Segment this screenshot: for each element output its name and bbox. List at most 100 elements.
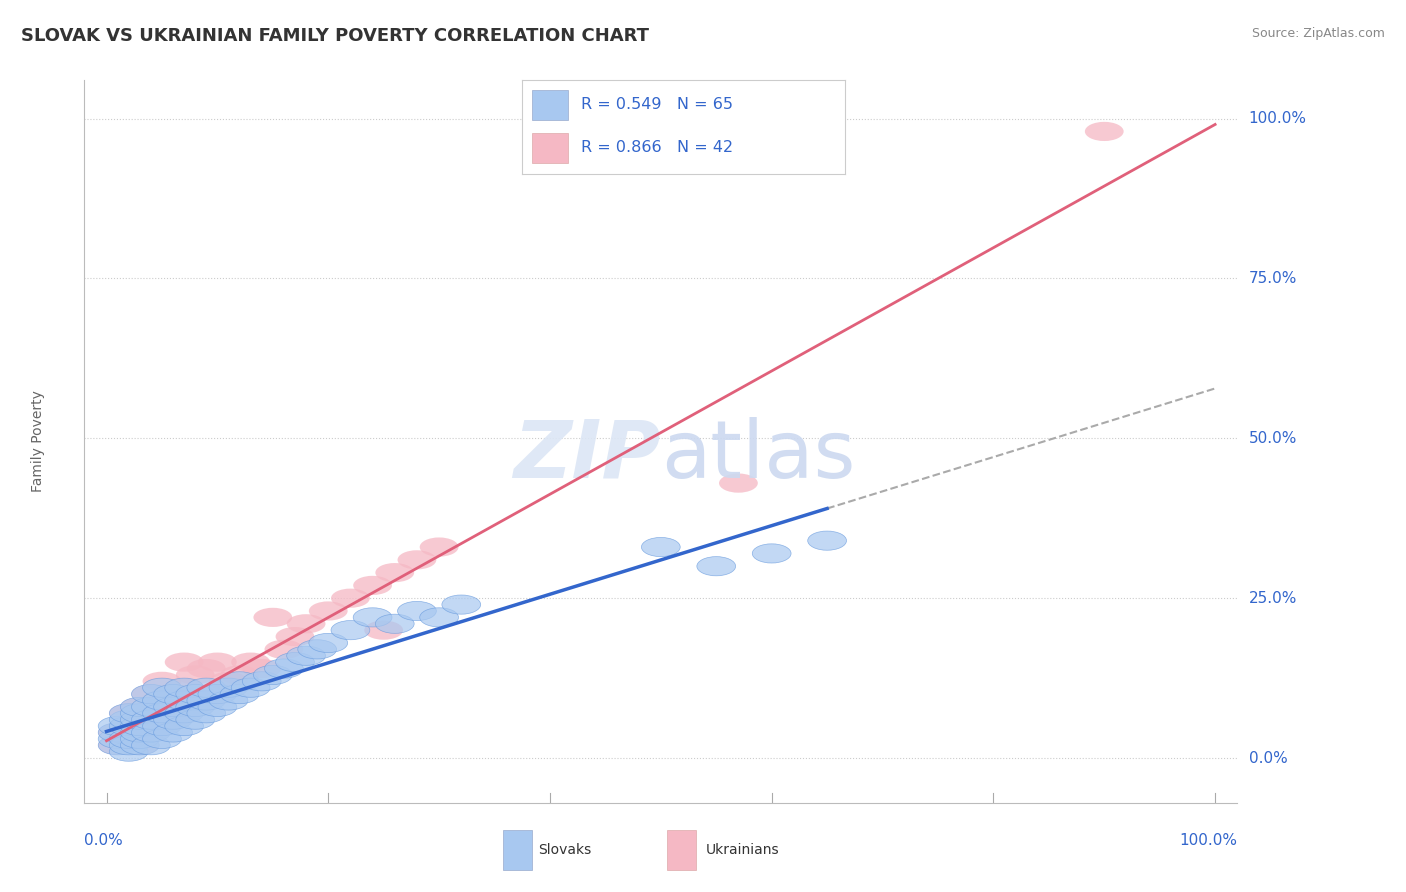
Ellipse shape <box>287 646 325 665</box>
Ellipse shape <box>153 684 193 704</box>
Ellipse shape <box>110 716 148 736</box>
Ellipse shape <box>110 736 148 755</box>
Ellipse shape <box>165 704 204 723</box>
Ellipse shape <box>364 621 404 640</box>
Ellipse shape <box>142 698 181 716</box>
Ellipse shape <box>132 736 170 755</box>
Ellipse shape <box>253 665 292 684</box>
Text: atlas: atlas <box>661 417 855 495</box>
Ellipse shape <box>142 730 181 748</box>
Ellipse shape <box>98 736 136 755</box>
Ellipse shape <box>375 563 415 582</box>
Ellipse shape <box>287 615 325 633</box>
Ellipse shape <box>420 538 458 557</box>
Ellipse shape <box>98 723 136 742</box>
Ellipse shape <box>221 684 259 704</box>
Ellipse shape <box>330 621 370 640</box>
Ellipse shape <box>132 723 170 742</box>
Ellipse shape <box>176 698 215 716</box>
Ellipse shape <box>221 665 259 684</box>
Ellipse shape <box>110 730 148 748</box>
Ellipse shape <box>132 723 170 742</box>
Ellipse shape <box>807 531 846 550</box>
Ellipse shape <box>165 716 204 736</box>
Text: 100.0%: 100.0% <box>1180 833 1237 848</box>
Ellipse shape <box>398 550 436 569</box>
Ellipse shape <box>242 672 281 691</box>
Ellipse shape <box>121 704 159 723</box>
Ellipse shape <box>298 640 336 659</box>
Ellipse shape <box>353 576 392 595</box>
Ellipse shape <box>198 653 236 672</box>
Ellipse shape <box>121 716 159 736</box>
Ellipse shape <box>121 716 159 736</box>
Ellipse shape <box>752 544 792 563</box>
Ellipse shape <box>398 601 436 621</box>
Text: 50.0%: 50.0% <box>1249 431 1298 446</box>
Ellipse shape <box>198 684 236 704</box>
Ellipse shape <box>153 710 193 730</box>
Ellipse shape <box>242 659 281 678</box>
Ellipse shape <box>132 710 170 730</box>
Text: Family Poverty: Family Poverty <box>31 391 45 492</box>
Ellipse shape <box>176 698 215 716</box>
Ellipse shape <box>697 557 735 576</box>
Ellipse shape <box>198 684 236 704</box>
Ellipse shape <box>110 704 148 723</box>
Ellipse shape <box>641 538 681 557</box>
Ellipse shape <box>98 723 136 742</box>
Ellipse shape <box>153 723 193 742</box>
Ellipse shape <box>187 704 226 723</box>
Ellipse shape <box>441 595 481 615</box>
Ellipse shape <box>176 710 215 730</box>
Ellipse shape <box>142 678 181 698</box>
Ellipse shape <box>132 684 170 704</box>
Ellipse shape <box>187 691 226 710</box>
Ellipse shape <box>209 691 247 710</box>
Text: 100.0%: 100.0% <box>1249 112 1306 126</box>
Ellipse shape <box>110 710 148 730</box>
Ellipse shape <box>110 742 148 761</box>
Text: ZIP: ZIP <box>513 417 661 495</box>
Ellipse shape <box>142 716 181 736</box>
Ellipse shape <box>153 684 193 704</box>
Ellipse shape <box>231 653 270 672</box>
Text: 0.0%: 0.0% <box>1249 750 1288 765</box>
Ellipse shape <box>165 704 204 723</box>
Ellipse shape <box>121 723 159 742</box>
Ellipse shape <box>309 601 347 621</box>
Ellipse shape <box>110 704 148 723</box>
Ellipse shape <box>142 716 181 736</box>
Ellipse shape <box>121 736 159 755</box>
Ellipse shape <box>121 698 159 716</box>
Ellipse shape <box>198 698 236 716</box>
Ellipse shape <box>121 730 159 748</box>
Ellipse shape <box>132 684 170 704</box>
Ellipse shape <box>330 589 370 607</box>
Ellipse shape <box>276 627 315 646</box>
Ellipse shape <box>153 698 193 716</box>
Ellipse shape <box>165 691 204 710</box>
Text: 0.0%: 0.0% <box>84 833 124 848</box>
Ellipse shape <box>121 736 159 755</box>
Ellipse shape <box>176 665 215 684</box>
Ellipse shape <box>231 678 270 698</box>
Ellipse shape <box>375 615 415 633</box>
Ellipse shape <box>98 716 136 736</box>
Ellipse shape <box>165 678 204 698</box>
Ellipse shape <box>142 691 181 710</box>
Ellipse shape <box>264 640 304 659</box>
Text: Source: ZipAtlas.com: Source: ZipAtlas.com <box>1251 27 1385 40</box>
Ellipse shape <box>110 730 148 748</box>
Ellipse shape <box>153 710 193 730</box>
Text: 25.0%: 25.0% <box>1249 591 1298 606</box>
Ellipse shape <box>98 730 136 748</box>
Ellipse shape <box>187 659 226 678</box>
Ellipse shape <box>132 704 170 723</box>
Ellipse shape <box>353 607 392 627</box>
Ellipse shape <box>276 653 315 672</box>
Ellipse shape <box>718 474 758 492</box>
Ellipse shape <box>176 684 215 704</box>
Ellipse shape <box>110 716 148 736</box>
Text: 75.0%: 75.0% <box>1249 271 1298 286</box>
